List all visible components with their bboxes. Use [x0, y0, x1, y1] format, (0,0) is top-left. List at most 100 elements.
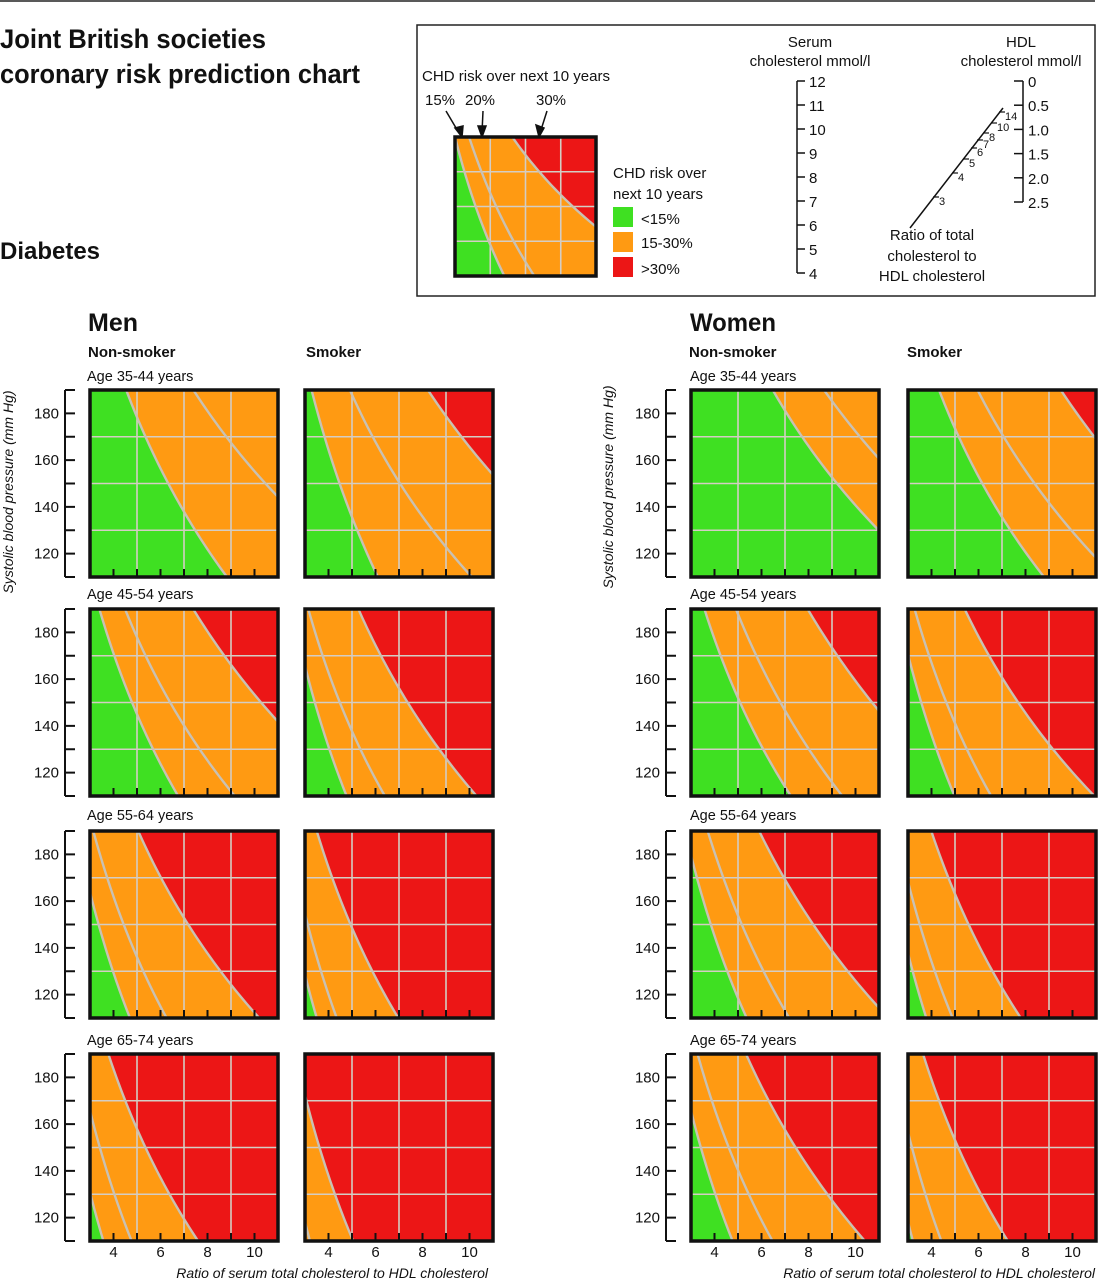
panel-plot-area [305, 609, 493, 796]
contour-30pct [930, 831, 1023, 1018]
x-tick-label: 10 [847, 1244, 864, 1261]
ratio-tick-label: 8 [989, 132, 995, 144]
contour-15pct [90, 887, 132, 1018]
ratio-title-1: Ratio of total [890, 227, 974, 244]
age-label-women-4: Age 65-74 years [690, 1033, 796, 1049]
y-tick-label: 140 [635, 1163, 660, 1180]
contour-15pct [703, 609, 793, 796]
contour-15pct [771, 390, 879, 533]
y-tick-label: 120 [34, 987, 59, 1004]
age-label-men-4: Age 65-74 years [87, 1033, 193, 1049]
y-tick-label: 160 [34, 671, 59, 688]
contour-30pct [357, 609, 479, 796]
region-low-risk [305, 974, 317, 1018]
serum-tick-label: 8 [809, 170, 817, 187]
age-label-men-2: Age 45-54 years [87, 587, 193, 603]
y-tick-label: 180 [635, 846, 660, 863]
contour-20pct [92, 831, 168, 1018]
panel-border [453, 135, 598, 278]
x-tick-label: 8 [804, 1244, 812, 1261]
contour-30pct [305, 1090, 355, 1241]
ratio-tick-label: 10 [997, 122, 1009, 134]
panel-border [303, 388, 495, 579]
y-tick-label: 160 [635, 893, 660, 910]
panel-men-non-smoker-45-54 [88, 607, 280, 798]
x-tick-label: 6 [974, 1244, 982, 1261]
y-tick-label: 140 [34, 718, 59, 735]
panel-plot-area [90, 609, 278, 796]
panel-border [88, 1052, 280, 1243]
panel-women-non-smoker-65-74 [689, 1052, 881, 1243]
x-tick-label: 8 [418, 1244, 426, 1261]
legend-key-heading-1: CHD risk over [613, 165, 706, 182]
ratio-tick-label: 14 [1005, 111, 1017, 123]
contour-20pct [191, 390, 278, 499]
y-tick-label: 140 [34, 940, 59, 957]
serum-tick-label: 12 [809, 74, 826, 91]
chart-subtitle: Diabetes [0, 238, 100, 265]
contour-30pct [806, 609, 879, 713]
contour-20pct [913, 609, 993, 796]
contour-15pct [98, 609, 180, 796]
panel-plot-area [305, 390, 493, 577]
contour-30pct [744, 1054, 867, 1241]
panel-women-smoker-35-44 [906, 388, 1098, 579]
panel-women-smoker-45-54 [906, 607, 1098, 798]
ratio-tick-label: 4 [958, 172, 964, 184]
x-tick-label: 4 [710, 1244, 718, 1261]
region-low-risk [90, 1192, 104, 1241]
age-label-women-1: Age 35-44 years [690, 369, 796, 385]
hdl-title-1: HDL [1006, 34, 1036, 51]
panel-women-smoker-55-64 [906, 829, 1098, 1020]
contour-15pct [90, 1187, 105, 1241]
ratio-title-3: HDL cholesterol [879, 268, 985, 285]
serum-tick-label: 7 [809, 194, 817, 211]
y-tick-label: 180 [34, 624, 59, 641]
y-tick-label: 120 [34, 765, 59, 782]
panel-plot-area [90, 1054, 278, 1241]
contour-20pct [976, 390, 1096, 560]
legend-key-heading-2: next 10 years [613, 186, 703, 203]
column-women-non-smoker: Non-smoker [689, 344, 777, 361]
y-tick-label: 180 [34, 846, 59, 863]
panel-plot-area [455, 137, 596, 276]
panel-women-non-smoker-55-64 [689, 829, 881, 1020]
panel-border [689, 607, 881, 798]
contour-20pct [908, 1127, 943, 1241]
serum-tick-label: 4 [809, 266, 817, 283]
panel-men-smoker-35-44 [303, 388, 495, 579]
panel-border [303, 1052, 495, 1243]
contour-30pct [510, 137, 596, 229]
contour-15pct [310, 390, 380, 577]
panel-plot-area [305, 831, 493, 1018]
column-women-smoker: Smoker [907, 344, 962, 361]
y-tick-label: 140 [635, 940, 660, 957]
contour-15pct [908, 649, 956, 796]
legend-swatch-mid [613, 232, 633, 252]
x-tick-label: 10 [1064, 1244, 1081, 1261]
contour-20pct [348, 390, 474, 577]
serum-tick-label: 5 [809, 242, 817, 259]
panel-plot-area [691, 831, 879, 1018]
legend-arrow-label-20: 20% [465, 92, 495, 109]
y-tick-label: 160 [34, 452, 59, 469]
contour-30pct [191, 609, 278, 724]
panel-border [303, 829, 495, 1020]
panel-plot-area [908, 1054, 1096, 1241]
ratio-tick-label: 6 [977, 147, 983, 159]
contour-15pct [124, 390, 229, 577]
y-tick-label: 120 [635, 987, 660, 1004]
legend-arrow-label-15: 15% [425, 92, 455, 109]
panel-plot-area [305, 1054, 493, 1241]
contour-30pct [107, 1054, 200, 1241]
ratio-title-2: cholesterol to [887, 248, 976, 265]
x-tick-label: 4 [109, 1244, 117, 1261]
panel-border [906, 1052, 1098, 1243]
region-low-risk [908, 654, 955, 796]
region-low-risk [305, 665, 347, 796]
age-label-men-3: Age 55-64 years [87, 808, 193, 824]
contour-30pct [315, 831, 400, 1018]
hdl-tick-label: 0 [1028, 74, 1036, 91]
panel-border [906, 388, 1098, 579]
